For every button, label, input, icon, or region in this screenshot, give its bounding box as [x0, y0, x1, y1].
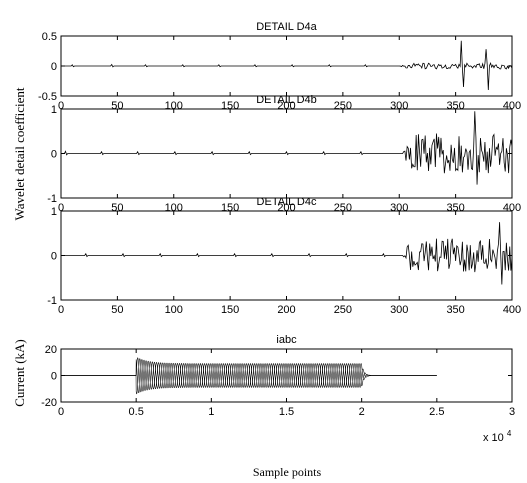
x-tick-label: 0.5 — [129, 406, 144, 418]
x-tick-label: 1.5 — [279, 406, 294, 418]
x-tick-label: 0 — [58, 304, 64, 316]
y-tick-label: -1 — [47, 193, 57, 205]
ylabel-wavelet: Wavelet detail coefficient — [12, 87, 27, 220]
subplot-title: DETAIL D4c — [257, 196, 317, 208]
y-tick-label: 1 — [51, 206, 57, 218]
x-tick-label: 350 — [446, 304, 464, 316]
y-tick-label: 0 — [51, 371, 57, 383]
x-tick-label: 2.5 — [429, 406, 444, 418]
x-tick-label: 300 — [390, 304, 408, 316]
x-tick-label: 150 — [221, 304, 239, 316]
current-phase-3-line — [61, 358, 437, 395]
xlabel-sample-points: Sample points — [253, 465, 322, 479]
x-tick-label: 250 — [334, 304, 352, 316]
x-tick-label: 200 — [277, 304, 295, 316]
subplot-title: DETAIL D4a — [256, 21, 317, 33]
x-multiplier: x 10 4 — [483, 429, 512, 444]
y-tick-label: 20 — [45, 344, 57, 356]
y-tick-label: 0 — [51, 149, 57, 161]
y-tick-label: 1 — [51, 104, 57, 116]
detail-signal-line — [61, 40, 513, 91]
x-tick-label: 50 — [111, 304, 123, 316]
x-tick-label: 400 — [503, 304, 521, 316]
x-tick-label: 2 — [359, 406, 365, 418]
x-tick-label: 0 — [58, 100, 64, 112]
y-tick-label: -20 — [41, 397, 57, 409]
y-tick-label: 0 — [51, 61, 57, 73]
y-tick-label: -1 — [47, 295, 57, 307]
x-tick-label: 3 — [509, 406, 515, 418]
y-tick-label: 0.5 — [42, 31, 57, 43]
detail-signal-line — [61, 111, 513, 185]
x-tick-label: 0 — [58, 202, 64, 214]
x-tick-label: 100 — [165, 304, 183, 316]
ylabel-current: Current (kA) — [12, 339, 27, 407]
x-tick-label: 0 — [58, 406, 64, 418]
y-tick-label: 0 — [51, 251, 57, 263]
subplot-title: iabc — [276, 334, 297, 346]
x-tick-label: 1 — [208, 406, 214, 418]
y-tick-label: -0.5 — [38, 91, 57, 103]
detail-signal-line — [61, 222, 513, 285]
subplot-title: DETAIL D4b — [256, 94, 317, 106]
